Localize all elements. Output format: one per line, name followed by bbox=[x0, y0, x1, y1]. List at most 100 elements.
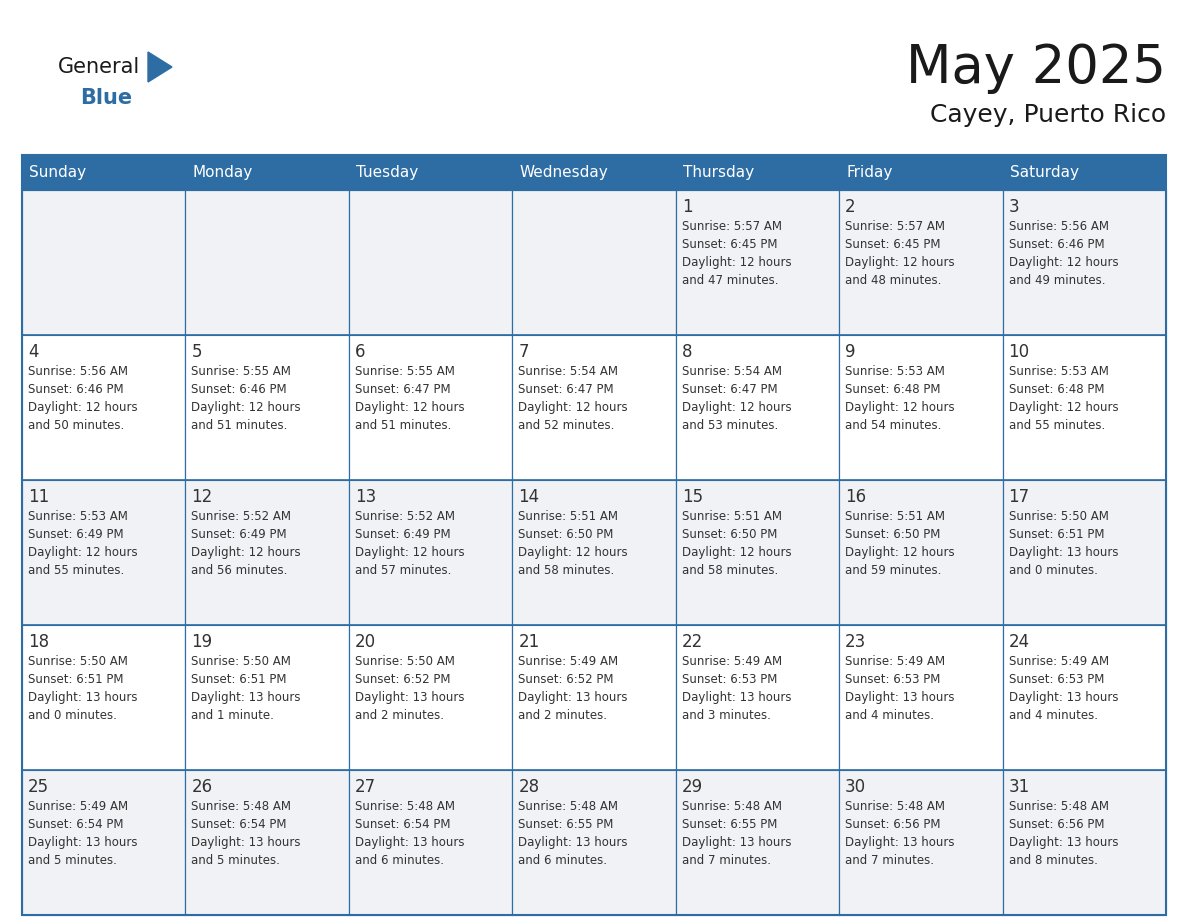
Text: Sunset: 6:51 PM: Sunset: 6:51 PM bbox=[29, 673, 124, 686]
Bar bbox=[676, 335, 839, 480]
Text: Daylight: 13 hours: Daylight: 13 hours bbox=[191, 691, 301, 704]
Bar bbox=[839, 770, 1003, 915]
Bar bbox=[23, 480, 185, 625]
Text: Blue: Blue bbox=[80, 88, 132, 108]
Text: and 5 minutes.: and 5 minutes. bbox=[191, 854, 280, 867]
Text: and 4 minutes.: and 4 minutes. bbox=[845, 709, 934, 722]
Text: Sunrise: 5:49 AM: Sunrise: 5:49 AM bbox=[518, 655, 619, 668]
Text: Daylight: 12 hours: Daylight: 12 hours bbox=[518, 401, 628, 414]
Text: Thursday: Thursday bbox=[683, 165, 754, 180]
Text: Daylight: 13 hours: Daylight: 13 hours bbox=[355, 836, 465, 849]
Text: Sunrise: 5:49 AM: Sunrise: 5:49 AM bbox=[845, 655, 946, 668]
Text: Daylight: 12 hours: Daylight: 12 hours bbox=[191, 401, 301, 414]
Text: Sunrise: 5:54 AM: Sunrise: 5:54 AM bbox=[682, 365, 782, 378]
Text: Daylight: 12 hours: Daylight: 12 hours bbox=[29, 401, 138, 414]
Text: Daylight: 12 hours: Daylight: 12 hours bbox=[845, 401, 955, 414]
Text: 1: 1 bbox=[682, 198, 693, 216]
Text: 6: 6 bbox=[355, 343, 366, 361]
Bar bbox=[676, 155, 839, 190]
Text: Daylight: 13 hours: Daylight: 13 hours bbox=[191, 836, 301, 849]
Text: Daylight: 13 hours: Daylight: 13 hours bbox=[682, 836, 791, 849]
Text: 21: 21 bbox=[518, 633, 539, 651]
Text: Sunrise: 5:51 AM: Sunrise: 5:51 AM bbox=[682, 510, 782, 523]
Text: and 47 minutes.: and 47 minutes. bbox=[682, 274, 778, 287]
Bar bbox=[349, 625, 512, 770]
Text: and 4 minutes.: and 4 minutes. bbox=[1009, 709, 1098, 722]
Text: and 54 minutes.: and 54 minutes. bbox=[845, 419, 942, 432]
Text: 31: 31 bbox=[1009, 778, 1030, 796]
Text: Sunrise: 5:50 AM: Sunrise: 5:50 AM bbox=[191, 655, 291, 668]
Text: Sunrise: 5:49 AM: Sunrise: 5:49 AM bbox=[1009, 655, 1108, 668]
Text: and 5 minutes.: and 5 minutes. bbox=[29, 854, 116, 867]
Text: Sunset: 6:56 PM: Sunset: 6:56 PM bbox=[845, 818, 941, 831]
Text: and 3 minutes.: and 3 minutes. bbox=[682, 709, 771, 722]
Text: and 49 minutes.: and 49 minutes. bbox=[1009, 274, 1105, 287]
Text: and 56 minutes.: and 56 minutes. bbox=[191, 564, 287, 577]
Text: Sunset: 6:53 PM: Sunset: 6:53 PM bbox=[1009, 673, 1104, 686]
Text: 12: 12 bbox=[191, 488, 213, 506]
Text: Daylight: 13 hours: Daylight: 13 hours bbox=[518, 691, 627, 704]
Text: Sunset: 6:46 PM: Sunset: 6:46 PM bbox=[29, 383, 124, 396]
Text: 30: 30 bbox=[845, 778, 866, 796]
Text: Sunrise: 5:55 AM: Sunrise: 5:55 AM bbox=[355, 365, 455, 378]
Polygon shape bbox=[148, 52, 172, 82]
Text: 22: 22 bbox=[682, 633, 703, 651]
Text: and 55 minutes.: and 55 minutes. bbox=[29, 564, 125, 577]
Text: Daylight: 13 hours: Daylight: 13 hours bbox=[1009, 691, 1118, 704]
Bar bbox=[349, 770, 512, 915]
Bar bbox=[512, 770, 676, 915]
Text: 19: 19 bbox=[191, 633, 213, 651]
Text: Sunset: 6:52 PM: Sunset: 6:52 PM bbox=[518, 673, 614, 686]
Text: Daylight: 12 hours: Daylight: 12 hours bbox=[191, 546, 301, 559]
Text: Tuesday: Tuesday bbox=[356, 165, 418, 180]
Text: 8: 8 bbox=[682, 343, 693, 361]
Text: and 2 minutes.: and 2 minutes. bbox=[518, 709, 607, 722]
Text: 11: 11 bbox=[29, 488, 49, 506]
Text: Daylight: 13 hours: Daylight: 13 hours bbox=[1009, 546, 1118, 559]
Text: Sunrise: 5:52 AM: Sunrise: 5:52 AM bbox=[355, 510, 455, 523]
Bar bbox=[349, 335, 512, 480]
Text: Daylight: 12 hours: Daylight: 12 hours bbox=[355, 401, 465, 414]
Text: and 0 minutes.: and 0 minutes. bbox=[1009, 564, 1098, 577]
Text: Sunrise: 5:48 AM: Sunrise: 5:48 AM bbox=[518, 800, 618, 813]
Text: Daylight: 13 hours: Daylight: 13 hours bbox=[845, 836, 955, 849]
Bar bbox=[349, 480, 512, 625]
Text: Sunrise: 5:54 AM: Sunrise: 5:54 AM bbox=[518, 365, 618, 378]
Bar bbox=[1003, 190, 1165, 335]
Text: Monday: Monday bbox=[192, 165, 253, 180]
Text: Daylight: 12 hours: Daylight: 12 hours bbox=[845, 546, 955, 559]
Text: Sunset: 6:54 PM: Sunset: 6:54 PM bbox=[191, 818, 287, 831]
Text: Saturday: Saturday bbox=[1010, 165, 1079, 180]
Text: Sunset: 6:51 PM: Sunset: 6:51 PM bbox=[1009, 528, 1104, 541]
Bar bbox=[23, 335, 185, 480]
Bar bbox=[512, 335, 676, 480]
Text: Daylight: 12 hours: Daylight: 12 hours bbox=[682, 546, 791, 559]
Bar bbox=[839, 155, 1003, 190]
Bar bbox=[23, 770, 185, 915]
Text: 14: 14 bbox=[518, 488, 539, 506]
Text: Sunrise: 5:49 AM: Sunrise: 5:49 AM bbox=[29, 800, 128, 813]
Text: Daylight: 12 hours: Daylight: 12 hours bbox=[518, 546, 628, 559]
Text: 23: 23 bbox=[845, 633, 866, 651]
Bar bbox=[349, 190, 512, 335]
Text: Sunrise: 5:50 AM: Sunrise: 5:50 AM bbox=[1009, 510, 1108, 523]
Text: Sunset: 6:49 PM: Sunset: 6:49 PM bbox=[355, 528, 450, 541]
Text: Sunrise: 5:51 AM: Sunrise: 5:51 AM bbox=[845, 510, 946, 523]
Text: and 8 minutes.: and 8 minutes. bbox=[1009, 854, 1098, 867]
Text: Sunset: 6:45 PM: Sunset: 6:45 PM bbox=[845, 238, 941, 251]
Text: Daylight: 12 hours: Daylight: 12 hours bbox=[682, 401, 791, 414]
Text: 3: 3 bbox=[1009, 198, 1019, 216]
Text: Sunset: 6:55 PM: Sunset: 6:55 PM bbox=[682, 818, 777, 831]
Text: Sunrise: 5:57 AM: Sunrise: 5:57 AM bbox=[845, 220, 946, 233]
Text: Sunrise: 5:50 AM: Sunrise: 5:50 AM bbox=[29, 655, 128, 668]
Text: Sunrise: 5:49 AM: Sunrise: 5:49 AM bbox=[682, 655, 782, 668]
Text: Sunset: 6:53 PM: Sunset: 6:53 PM bbox=[682, 673, 777, 686]
Bar bbox=[512, 625, 676, 770]
Text: Sunrise: 5:48 AM: Sunrise: 5:48 AM bbox=[682, 800, 782, 813]
Text: and 50 minutes.: and 50 minutes. bbox=[29, 419, 125, 432]
Bar bbox=[512, 155, 676, 190]
Text: and 55 minutes.: and 55 minutes. bbox=[1009, 419, 1105, 432]
Text: Cayey, Puerto Rico: Cayey, Puerto Rico bbox=[930, 103, 1165, 127]
Text: Daylight: 13 hours: Daylight: 13 hours bbox=[29, 691, 138, 704]
Bar bbox=[1003, 155, 1165, 190]
